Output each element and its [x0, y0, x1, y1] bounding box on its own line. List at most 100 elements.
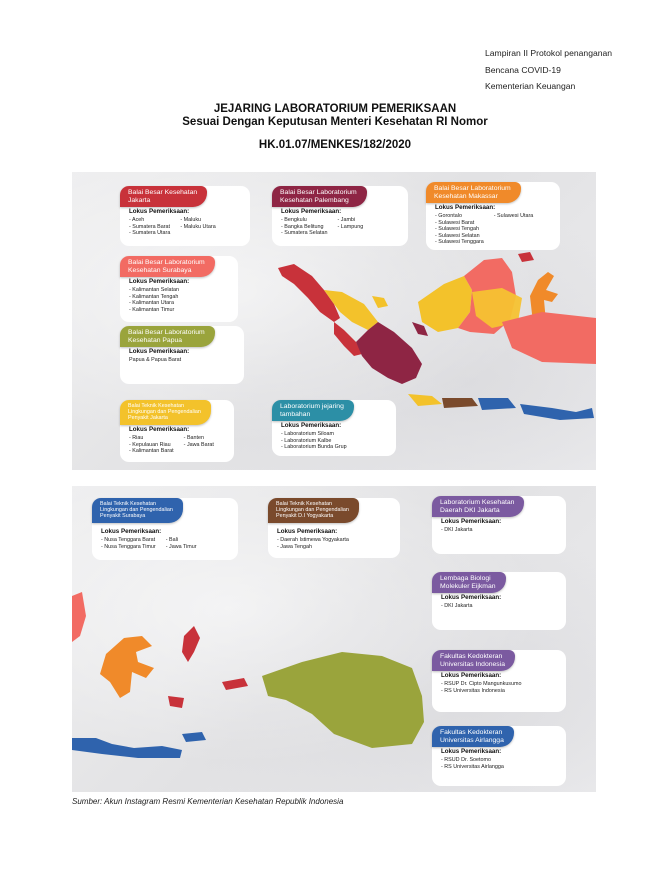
card-lab-tambahan: Laboratorium jejaring tambahan Lokus Pem…	[272, 400, 396, 456]
card-header: Balai Besar Kesehatan Jakarta	[120, 186, 208, 208]
card-title-line: Universitas Airlangga	[440, 736, 504, 744]
card-title-line: tambahan	[280, 410, 311, 418]
map-region-maluku-utara	[182, 626, 200, 662]
card-bbk-jakarta: Balai Besar Kesehatan Jakarta Lokus Peme…	[120, 186, 250, 246]
lokus-label: Lokus Pemeriksaan:	[441, 518, 502, 525]
card-btkl-surabaya: Balai Teknik Kesehatan Lingkungan dan Pe…	[92, 498, 238, 560]
card-fk-ui: Fakultas Kedokteran Universitas Indonesi…	[432, 650, 566, 712]
lokus-item: - Sulawesi Tenggara	[435, 239, 484, 246]
map-region-ntt-2	[182, 732, 206, 742]
lokus-item: - Bengkulu	[281, 217, 307, 223]
card-title-line: Lembaga Biologi	[440, 575, 491, 582]
lokus-item: - RS Universitas Airlangga	[441, 763, 504, 770]
lokus-label: Lokus Pemeriksaan:	[129, 348, 190, 355]
lokus-item: - Gorontalo	[435, 213, 462, 219]
card-title-line: Laboratorium jejaring	[280, 403, 344, 410]
lokus-label: Lokus Pemeriksaan:	[435, 204, 496, 211]
card-bblk-palembang: Balai Besar Laboratorium Kesehatan Palem…	[272, 186, 408, 246]
lokus-item: - Lampung	[337, 223, 364, 230]
card-header: Balai Besar Laboratorium Kesehatan Surab…	[120, 256, 215, 278]
lokus-item: - Sumatera Utara	[129, 230, 171, 237]
lokus-label: Lokus Pemeriksaan:	[441, 594, 502, 601]
lokus-item: - Jawa Timur	[165, 543, 197, 550]
lokus-item: - RS Universitas Indonesia	[441, 687, 505, 694]
map-region-kalbar	[418, 276, 472, 332]
card-title-line: Laboratorium Kesehatan	[440, 499, 515, 506]
lokus-label: Lokus Pemeriksaan:	[129, 426, 190, 433]
header-note-line: Bencana COVID-19	[485, 64, 561, 75]
lokus-item: - Kalimantan Tengah	[129, 293, 179, 300]
card-bblk-makassar: Balai Besar Laboratorium Kesehatan Makas…	[426, 182, 560, 250]
card-eijkman: Lembaga Biologi Molekuler Eijkman Lokus …	[432, 572, 566, 630]
card-title-line: Kesehatan Palembang	[280, 196, 349, 204]
card-title-line: Jakarta	[128, 196, 151, 204]
lokus-label: Lokus Pemeriksaan:	[129, 208, 190, 215]
lokus-item: - Sulawesi Selatan	[435, 232, 480, 239]
lokus-item: - Jambi	[337, 217, 356, 223]
card-header: Balai Besar Laboratorium Kesehatan Makas…	[426, 182, 521, 204]
card-title-line: Penyakit Surabaya	[100, 513, 146, 520]
map-region-sulawesi	[100, 636, 154, 698]
lokus-item: - RSUP Dr. Cipto Mangunkusumo	[441, 681, 522, 687]
card-title-line: Fakultas Kedokteran	[440, 653, 503, 660]
source-caption: Sumber: Akun Instagram Resmi Kementerian…	[72, 797, 344, 806]
card-title-line: Fakultas Kedokteran	[440, 729, 503, 736]
card-header: Laboratorium Kesehatan Daerah DKI Jakart…	[432, 496, 525, 518]
lokus-label: Lokus Pemeriksaan:	[277, 528, 338, 535]
lokus-item: - Nusa Tenggara Timur	[101, 543, 156, 550]
lokus-item: - Kalimantan Barat	[129, 448, 174, 455]
map-region-maluku	[222, 678, 248, 690]
map-west-indonesia	[278, 252, 596, 420]
card-title-line: Kesehatan Makassar	[434, 192, 498, 200]
lokus-item: - Kalimantan Timur	[129, 306, 175, 313]
header-note-line: Kementerian Keuangan	[485, 81, 576, 91]
infographic-bottom: Balai Teknik Kesehatan Lingkungan dan Pe…	[72, 486, 596, 792]
lokus-item: - Kalimantan Utara	[129, 300, 174, 307]
lokus-item: - Bangka Belitung	[281, 223, 324, 230]
card-title-line: Molekuler Eijkman	[440, 582, 496, 590]
document-title: JEJARING LABORATORIUM PEMERIKSAAN Sesuai…	[0, 103, 670, 152]
card-header: Balai Teknik Kesehatan Lingkungan dan Pe…	[120, 400, 211, 425]
lokus-item: - Aceh	[129, 217, 145, 223]
lokus-item: - DKI Jakarta	[441, 527, 473, 533]
card-title-line: Balai Besar Kesehatan	[128, 189, 198, 196]
lokus-item: - Daerah Istimewa Yogyakarta	[277, 537, 349, 543]
map-region-ntt	[72, 738, 182, 758]
card-title-line: Lingkungan dan Pengendalian	[128, 409, 201, 416]
map-region-jawa-timur	[478, 398, 516, 410]
card-title-line: Balai Besar Laboratorium	[434, 185, 511, 192]
lokus-item: - Laboratorium Kalbe	[281, 437, 332, 444]
lokus-item: - Banten	[183, 435, 205, 441]
lokus-item: - Sumatera Selatan	[281, 230, 328, 237]
map-region-aceh	[278, 264, 340, 322]
card-title-line: Balai Besar Laboratorium	[128, 329, 205, 336]
card-header: Balai Teknik Kesehatan Lingkungan dan Pe…	[268, 498, 359, 523]
lokus-item: Papua & Papua Barat	[129, 357, 182, 363]
map-region-jawa-barat	[408, 394, 442, 406]
lokus-item: - Sumatera Barat	[129, 223, 171, 230]
map-region-maluku	[518, 252, 534, 262]
card-header: Balai Teknik Kesehatan Lingkungan dan Pe…	[92, 498, 183, 523]
card-title-line: Universitas Indonesia	[440, 660, 505, 668]
card-title-line: Balai Teknik Kesehatan	[276, 501, 332, 507]
card-btkl-yogyakarta: Balai Teknik Kesehatan Lingkungan dan Pe…	[268, 498, 400, 558]
lokus-item: - Laboratorium Siloam	[281, 431, 335, 437]
title-line-2: Sesuai Dengan Keputusan Menteri Kesehata…	[182, 116, 488, 128]
lokus-item: - Laboratorium Bunda Grup	[281, 444, 347, 451]
lokus-item: - Maluku Utara	[180, 223, 216, 230]
card-bblk-papua: Balai Besar Laboratorium Kesehatan Papua…	[120, 326, 244, 384]
lokus-label: Lokus Pemeriksaan:	[281, 422, 342, 429]
card-header: Fakultas Kedokteran Universitas Indonesi…	[432, 650, 515, 672]
map-region-sumsel	[356, 322, 422, 384]
header-note: Lampiran II Protokol penanganan Bencana …	[485, 45, 612, 95]
card-title-line: Penyakit Jakarta	[128, 415, 168, 422]
map-region-nusa-tenggara	[520, 404, 594, 420]
lokus-label: Lokus Pemeriksaan:	[441, 748, 502, 755]
infographic-top: Balai Besar Kesehatan Jakarta Lokus Peme…	[72, 172, 596, 470]
header-note-line: Lampiran II Protokol penanganan	[485, 48, 613, 58]
card-bblk-surabaya: Balai Besar Laboratorium Kesehatan Surab…	[120, 256, 238, 322]
card-title-line: Lingkungan dan Pengendalian	[100, 507, 173, 514]
map-east-indonesia	[72, 592, 424, 758]
lokus-item: - Sulawesi Barat	[435, 219, 475, 226]
lokus-label: Lokus Pemeriksaan:	[101, 528, 162, 535]
